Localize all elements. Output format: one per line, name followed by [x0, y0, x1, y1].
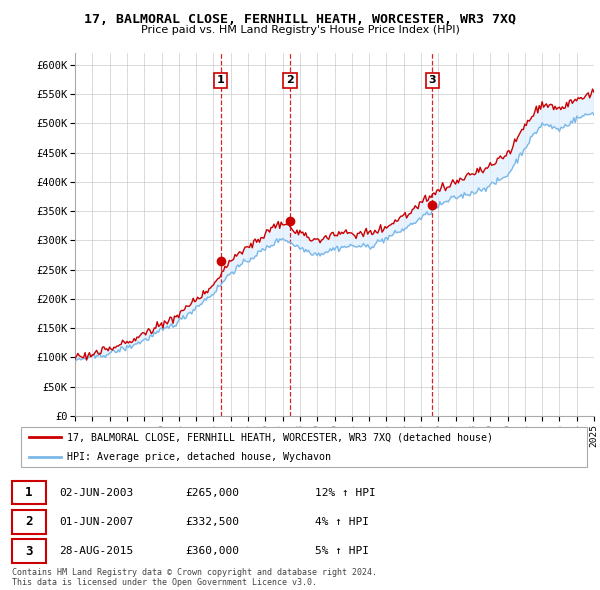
Text: £360,000: £360,000 [185, 546, 239, 556]
Text: 17, BALMORAL CLOSE, FERNHILL HEATH, WORCESTER, WR3 7XQ (detached house): 17, BALMORAL CLOSE, FERNHILL HEATH, WORC… [67, 432, 493, 442]
Text: 17, BALMORAL CLOSE, FERNHILL HEATH, WORCESTER, WR3 7XQ: 17, BALMORAL CLOSE, FERNHILL HEATH, WORC… [84, 13, 516, 26]
Text: £332,500: £332,500 [185, 517, 239, 527]
Text: 02-JUN-2003: 02-JUN-2003 [59, 487, 133, 497]
Text: £265,000: £265,000 [185, 487, 239, 497]
Text: 2: 2 [25, 515, 32, 529]
Text: 3: 3 [25, 545, 32, 558]
Text: HPI: Average price, detached house, Wychavon: HPI: Average price, detached house, Wych… [67, 452, 331, 461]
FancyBboxPatch shape [12, 539, 46, 563]
Text: 4% ↑ HPI: 4% ↑ HPI [314, 517, 368, 527]
Text: 5% ↑ HPI: 5% ↑ HPI [314, 546, 368, 556]
Text: 12% ↑ HPI: 12% ↑ HPI [314, 487, 376, 497]
Text: 01-JUN-2007: 01-JUN-2007 [59, 517, 133, 527]
Text: 1: 1 [217, 76, 224, 86]
Text: 2: 2 [286, 76, 294, 86]
Text: 28-AUG-2015: 28-AUG-2015 [59, 546, 133, 556]
FancyBboxPatch shape [21, 427, 587, 467]
FancyBboxPatch shape [12, 510, 46, 534]
Text: Contains HM Land Registry data © Crown copyright and database right 2024.
This d: Contains HM Land Registry data © Crown c… [12, 568, 377, 587]
FancyBboxPatch shape [12, 481, 46, 504]
Text: 3: 3 [428, 76, 436, 86]
Text: 1: 1 [25, 486, 32, 499]
Text: Price paid vs. HM Land Registry's House Price Index (HPI): Price paid vs. HM Land Registry's House … [140, 25, 460, 35]
